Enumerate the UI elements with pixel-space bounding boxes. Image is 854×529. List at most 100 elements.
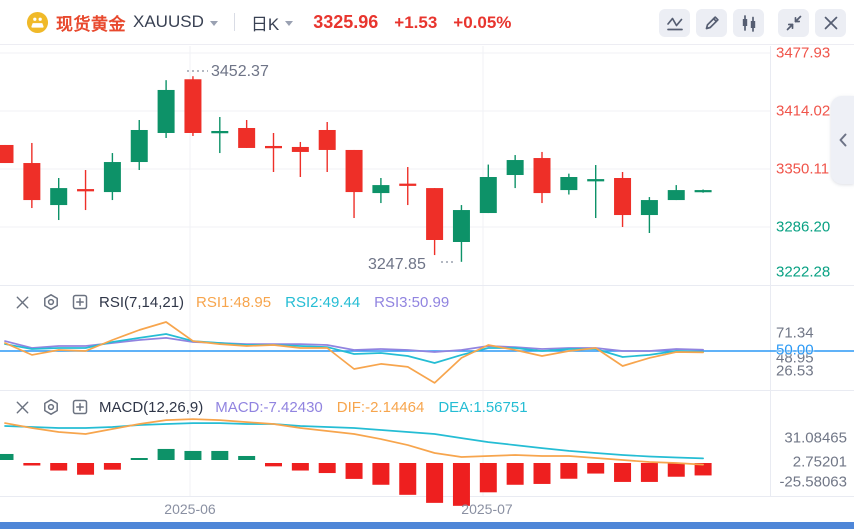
rsi-current-label: 48.95 <box>776 349 814 367</box>
macd-bar-up <box>211 450 229 460</box>
candle-body <box>694 190 712 193</box>
rsi-legend-item: RSI3:50.99 <box>374 293 450 311</box>
macd-axis-label: 2.75201 <box>792 453 847 471</box>
rsi-legend: RSI1:48.95 RSI2:49.44 RSI3:50.99 <box>196 294 463 311</box>
macd-bar-up <box>238 455 256 460</box>
collapse-button[interactable] <box>778 9 809 37</box>
macd-panel-header: MACD(12,26,9) MACD:-7.42430 DIF:-2.14464 D… <box>12 396 542 418</box>
add-square-icon <box>72 294 88 310</box>
candle-body <box>667 190 685 201</box>
macd-legend-item: DIF:-2.14464 <box>336 398 425 416</box>
macd-bar-down <box>265 463 282 467</box>
macd-bar-down <box>77 463 95 475</box>
timeframe-label: 日K <box>250 14 280 34</box>
dea-line <box>4 422 704 460</box>
draw-button[interactable] <box>696 9 727 37</box>
macd-remove-button[interactable] <box>12 397 32 417</box>
quote-block: 3325.96 +1.53 +0.05% <box>313 12 511 33</box>
rsi-settings-button[interactable] <box>41 292 61 312</box>
separator <box>233 13 235 31</box>
macd-bar-down <box>667 463 685 477</box>
candle-body <box>426 188 444 240</box>
dif-line <box>4 418 704 466</box>
macd-bar-down <box>506 463 524 485</box>
macd-add-indicator-button[interactable] <box>70 397 90 417</box>
symbol-label: XAUUSD <box>133 12 204 31</box>
price-axis-label: 3477.93 <box>776 44 831 62</box>
macd-bar-down <box>318 463 336 474</box>
symbol-dropdown[interactable]: XAUUSD <box>133 12 218 32</box>
panel-collapse-tab[interactable] <box>831 96 854 184</box>
macd-bar-down <box>399 463 417 495</box>
chevron-down-icon <box>285 20 294 26</box>
macd-bar-up <box>130 458 148 460</box>
macd-bar-down <box>345 463 363 479</box>
macd-settings-button[interactable] <box>41 397 61 417</box>
gold-coin-icon <box>26 11 49 33</box>
macd-bar-down <box>640 463 658 482</box>
chart-toolbar <box>653 9 846 37</box>
rsi-ref-label: 50.00 <box>776 341 814 359</box>
macd-bar-down <box>479 463 497 493</box>
macd-bar-up <box>0 453 14 460</box>
candle-body <box>0 144 14 164</box>
macd-axis-label: -25.58063 <box>779 473 847 491</box>
instrument-name: 现货黄金 <box>56 14 126 34</box>
rsi-remove-button[interactable] <box>12 292 32 312</box>
timeframe-dropdown[interactable]: 日K <box>250 10 294 35</box>
rsi1-line <box>4 321 704 384</box>
candle-body <box>77 189 95 192</box>
candle-body <box>560 177 578 191</box>
candle-body <box>184 79 202 133</box>
candle-body <box>265 145 282 149</box>
macd-bar-up <box>157 448 175 460</box>
candle-style-button[interactable] <box>733 9 764 37</box>
candle-body <box>211 130 229 134</box>
candle-body <box>23 163 41 201</box>
macd-legend: MACD:-7.42430 DIF:-2.14464 DEA:1.56751 <box>215 399 541 416</box>
candle-body <box>399 183 417 186</box>
macd-bar-down <box>587 463 605 474</box>
candle-body <box>640 200 658 216</box>
macd-bar-down <box>426 463 444 503</box>
close-icon <box>824 16 837 30</box>
macd-bar-down <box>372 463 390 485</box>
candle-body <box>238 127 256 148</box>
candle-body <box>50 188 68 206</box>
high-annotation: 3452.37 <box>211 63 269 80</box>
macd-bar-down <box>694 463 712 476</box>
candle-body <box>103 162 121 193</box>
macd-bar-up <box>184 450 202 460</box>
price-change: +1.53 <box>394 12 438 32</box>
close-chart-button[interactable] <box>815 9 846 37</box>
close-icon <box>16 401 28 413</box>
rsi3-line <box>4 337 704 353</box>
candle-body <box>614 178 632 216</box>
macd-bar-down <box>533 463 551 484</box>
macd-bar-down <box>50 463 68 471</box>
collapse-arrows-icon <box>786 15 801 31</box>
candle-body <box>372 185 390 194</box>
macd-legend-item: MACD:-7.42430 <box>215 398 323 416</box>
candle-body <box>479 177 497 214</box>
price-axis-label: 3286.20 <box>776 218 831 236</box>
rsi-max-label: 71.34 <box>776 324 814 342</box>
gear-icon <box>44 294 58 310</box>
indicator-button[interactable] <box>659 9 690 37</box>
candle-body <box>157 89 175 133</box>
candlestick-icon <box>742 15 755 32</box>
price-axis-label: 3414.02 <box>776 102 831 120</box>
time-axis-label: 2025-06 <box>164 501 216 517</box>
bottom-bar <box>0 522 854 529</box>
candle-body <box>318 129 336 150</box>
candle-body <box>130 129 148 163</box>
time-axis-label: 2025-07 <box>461 501 513 517</box>
gear-icon <box>44 399 58 415</box>
macd-axis-label: 31.08465 <box>784 429 847 447</box>
candle-body <box>533 158 551 194</box>
macd-bar-down <box>560 463 578 479</box>
candle-body <box>506 160 524 176</box>
rsi-add-indicator-button[interactable] <box>70 292 90 312</box>
macd-bar-down <box>103 463 121 470</box>
